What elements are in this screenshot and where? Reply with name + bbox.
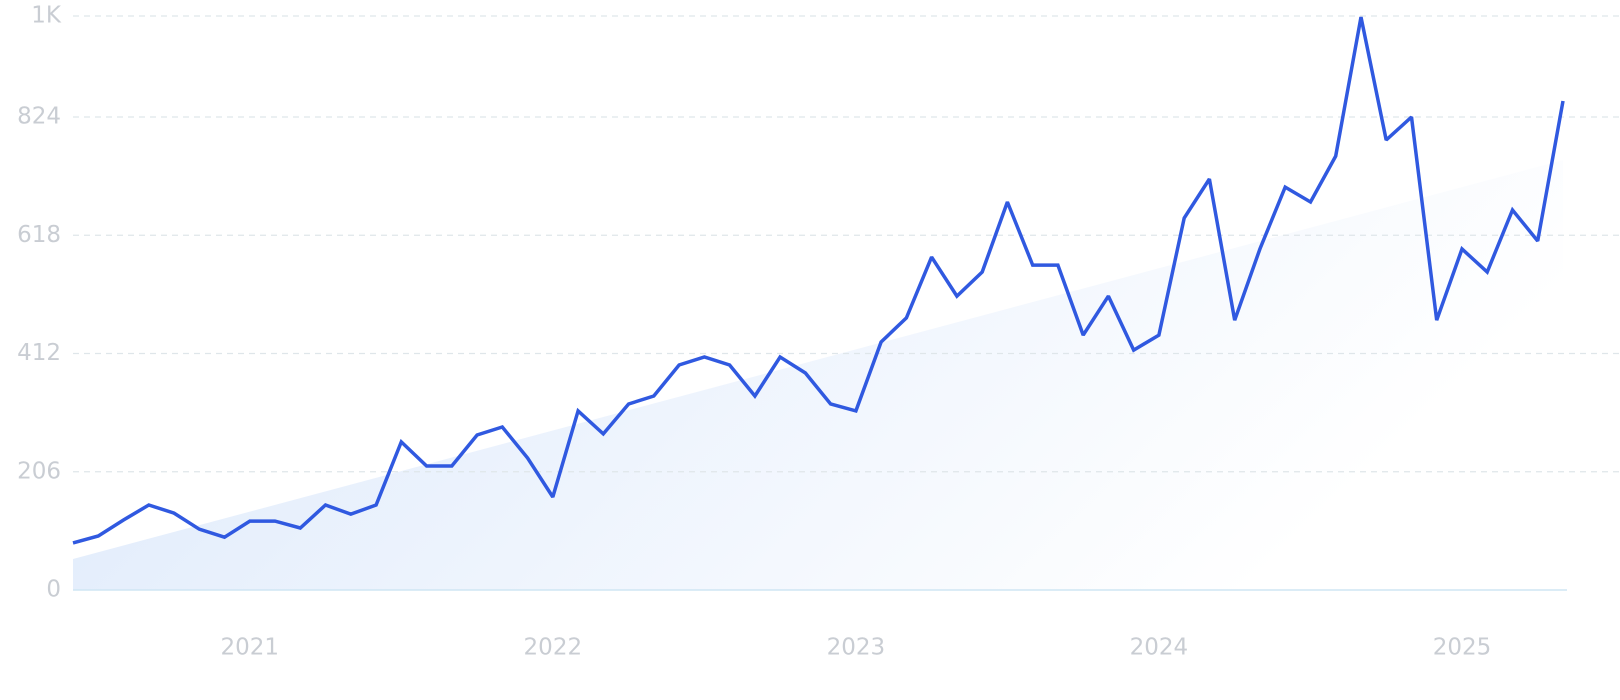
x-tick-label: 2024 bbox=[1130, 635, 1189, 661]
y-tick-label: 1K bbox=[31, 3, 62, 29]
y-tick-label: 412 bbox=[17, 340, 61, 366]
x-tick-label: 2021 bbox=[221, 635, 280, 661]
x-tick-label: 2025 bbox=[1433, 635, 1492, 661]
line bbox=[72, 16, 1565, 545]
x-tick-label: 2023 bbox=[827, 635, 886, 661]
y-tick-label: 824 bbox=[17, 104, 61, 130]
x-tick-label: 2022 bbox=[524, 635, 583, 661]
y-tick-label: 0 bbox=[46, 577, 61, 603]
trend-area bbox=[73, 160, 1563, 590]
y-tick-label: 618 bbox=[17, 222, 61, 248]
y-tick-label: 206 bbox=[17, 458, 61, 484]
